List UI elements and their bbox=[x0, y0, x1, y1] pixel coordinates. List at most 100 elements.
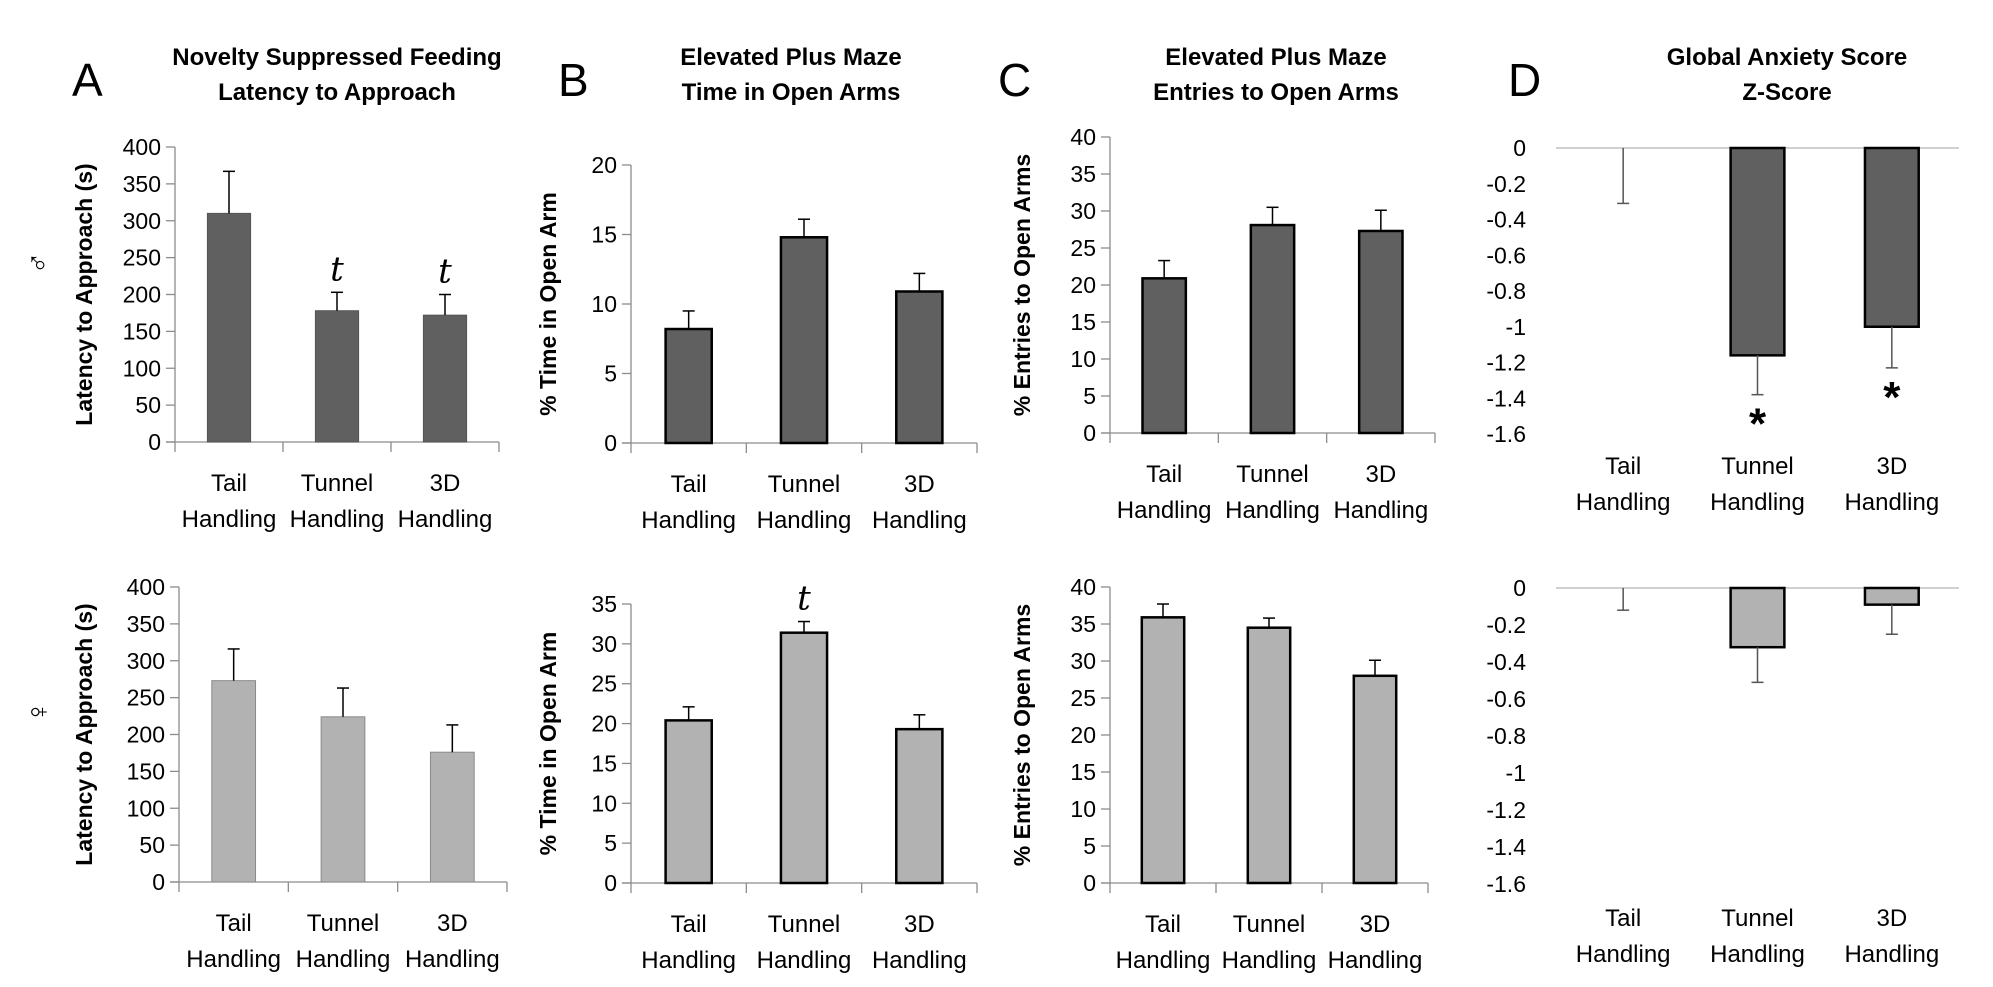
category-label: 3D bbox=[1876, 905, 1907, 932]
bar bbox=[1141, 277, 1188, 435]
category-label: 3D bbox=[1360, 911, 1391, 938]
y-tick-label: 10 bbox=[591, 790, 617, 816]
y-tick-label: -0.4 bbox=[1486, 649, 1526, 675]
category-label: Handling bbox=[1844, 489, 1939, 516]
panel-b-title-line1: Elevated Plus Maze bbox=[680, 44, 901, 71]
y-tick-label: -0.2 bbox=[1486, 171, 1526, 197]
y-tick-label: 15 bbox=[1070, 759, 1096, 785]
bar bbox=[1249, 223, 1296, 435]
category-label: Handling bbox=[757, 947, 852, 974]
category-label: Handling bbox=[1576, 941, 1671, 968]
panel-a-title-line2: Latency to Approach bbox=[218, 79, 456, 106]
category-label: 3D bbox=[1876, 453, 1907, 480]
panel-letter-a: A bbox=[72, 54, 103, 106]
y-tick-label: 5 bbox=[1083, 383, 1096, 409]
y-axis-label: % Time in Open Arm bbox=[535, 192, 561, 416]
category-label: Handling bbox=[757, 507, 852, 534]
category-label: Tunnel bbox=[1721, 453, 1794, 480]
panel-c-title-line1: Elevated Plus Maze bbox=[1165, 44, 1386, 71]
category-label: Handling bbox=[872, 947, 967, 974]
y-tick-label: 5 bbox=[1083, 833, 1096, 859]
y-tick-label: 0 bbox=[604, 430, 617, 456]
bar bbox=[211, 680, 257, 883]
y-tick-label: -1.2 bbox=[1486, 350, 1526, 376]
bar bbox=[779, 631, 829, 885]
category-label: Handling bbox=[405, 946, 500, 973]
y-tick-label: 0 bbox=[1083, 420, 1096, 446]
category-label: Tunnel bbox=[301, 470, 374, 497]
bar bbox=[429, 751, 475, 883]
panel-letter-d: D bbox=[1508, 54, 1541, 106]
y-tick-label: 0 bbox=[1083, 870, 1096, 896]
category-label: Handling bbox=[1225, 497, 1320, 524]
y-tick-label: 25 bbox=[1070, 235, 1096, 261]
bar bbox=[1729, 146, 1786, 357]
y-tick-label: 20 bbox=[1070, 272, 1096, 298]
category-label: Tail bbox=[671, 471, 707, 498]
y-tick-label: 0 bbox=[148, 429, 161, 455]
chart-A-female: 0 50 100 150 200 250 300 350 400 Latency to Appro… bbox=[71, 574, 508, 973]
y-tick-label: 100 bbox=[123, 355, 161, 381]
y-tick-label: 20 bbox=[591, 711, 617, 737]
chart-B-male: 0 5 10 15 20 % Time in Open Arm Tail Handling Tu… bbox=[535, 152, 978, 534]
y-tick-label: 200 bbox=[123, 282, 161, 308]
y-tick-label: 5 bbox=[604, 361, 617, 387]
category-label: Tail bbox=[1605, 905, 1641, 932]
category-label: Tunnel bbox=[307, 910, 380, 937]
y-tick-label: 30 bbox=[1070, 648, 1096, 674]
category-label: Handling bbox=[1117, 497, 1212, 524]
y-tick-label: 10 bbox=[1070, 796, 1096, 822]
y-tick-label: 25 bbox=[1070, 685, 1096, 711]
female-symbol: ♀ bbox=[22, 701, 55, 724]
y-tick-label: 10 bbox=[1070, 346, 1096, 372]
y-axis-label: % Entries to Open Arms bbox=[1009, 154, 1035, 416]
bar bbox=[1729, 586, 1786, 649]
y-axis-label: % Time in Open Arm bbox=[535, 632, 561, 856]
y-tick-label: 150 bbox=[127, 758, 165, 784]
y-tick-label: -1.4 bbox=[1486, 385, 1526, 411]
category-label: Handling bbox=[296, 946, 391, 973]
y-tick-label: -1.6 bbox=[1486, 871, 1526, 897]
y-tick-label: 200 bbox=[127, 722, 165, 748]
panel-c-title-line2: Entries to Open Arms bbox=[1153, 79, 1399, 106]
y-tick-label: 0 bbox=[604, 870, 617, 896]
y-axis-label: % Entries to Open Arms bbox=[1009, 604, 1035, 866]
significance-asterisk: * bbox=[1883, 373, 1901, 422]
bar bbox=[1352, 674, 1398, 885]
y-tick-label: 350 bbox=[127, 611, 165, 637]
chart-D-female: 0 -0.2 -0.4 -0.6 -0.8 -1 -1.2 -1.4 -1.6 Tail Handl… bbox=[1486, 575, 1959, 968]
y-tick-label: 30 bbox=[1070, 198, 1096, 224]
y-tick-label: -1 bbox=[1506, 760, 1526, 786]
y-tick-label: 0 bbox=[1513, 135, 1526, 161]
y-tick-label: 0 bbox=[152, 869, 165, 895]
category-label: 3D bbox=[437, 910, 468, 937]
bar bbox=[895, 727, 944, 885]
male-symbol: ♂ bbox=[22, 252, 55, 275]
category-label: Tunnel bbox=[768, 471, 841, 498]
significance-t: t bbox=[438, 252, 452, 292]
y-tick-label: 250 bbox=[123, 245, 161, 271]
bar bbox=[779, 236, 829, 445]
category-label: 3D bbox=[904, 471, 935, 498]
y-tick-label: 10 bbox=[591, 291, 617, 317]
y-tick-label: -0.8 bbox=[1486, 723, 1526, 749]
y-tick-label: 35 bbox=[591, 591, 617, 617]
y-tick-label: 20 bbox=[1070, 722, 1096, 748]
y-tick-label: -0.8 bbox=[1486, 278, 1526, 304]
y-tick-label: 400 bbox=[123, 134, 161, 160]
y-tick-label: 250 bbox=[127, 685, 165, 711]
category-label: Tail bbox=[216, 910, 252, 937]
category-label: Tunnel bbox=[1721, 905, 1794, 932]
y-axis-label: Latency to Approach (s) bbox=[71, 603, 97, 865]
category-label: Tail bbox=[1146, 461, 1182, 488]
bar bbox=[664, 327, 713, 445]
y-tick-label: -1.4 bbox=[1486, 834, 1526, 860]
y-tick-label: 50 bbox=[139, 832, 165, 858]
y-tick-label: 50 bbox=[135, 392, 161, 418]
bar bbox=[1140, 616, 1186, 885]
y-tick-label: -0.6 bbox=[1486, 242, 1526, 268]
bar bbox=[1863, 586, 1920, 606]
panel-d-title-line2: Z-Score bbox=[1742, 79, 1831, 106]
